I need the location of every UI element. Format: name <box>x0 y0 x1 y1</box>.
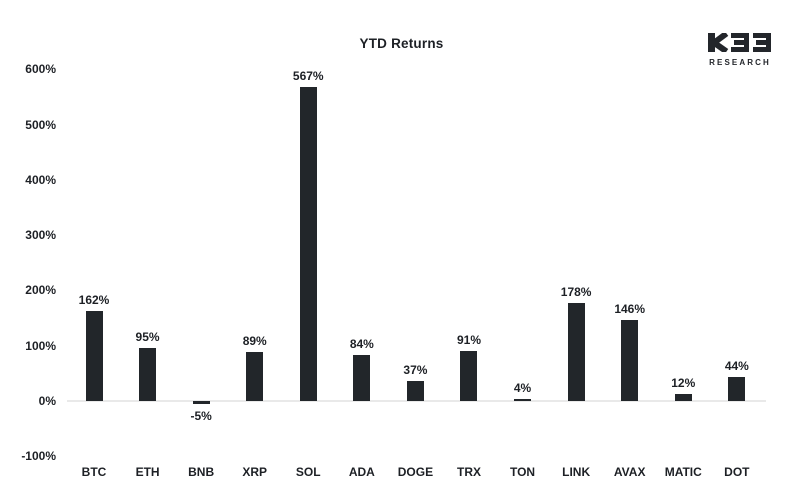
bar-value-label: 44% <box>724 358 749 373</box>
bar-value-label: 162% <box>78 293 110 308</box>
x-axis-label-ton: TON <box>509 465 536 479</box>
bar-value-label: 37% <box>403 362 428 377</box>
bar-value-label: 178% <box>560 284 592 299</box>
x-axis-label-btc: BTC <box>81 465 107 479</box>
bar-xrp <box>246 351 264 401</box>
x-axis-label-avax: AVAX <box>613 465 646 479</box>
k33-research-logo: RESEARCH <box>706 31 774 67</box>
bar-link <box>567 302 585 401</box>
bar-value-label: 12% <box>671 376 696 391</box>
x-axis-label-bnb: BNB <box>188 465 215 479</box>
bar-value-label: 89% <box>242 333 267 348</box>
x-axis-label-doge: DOGE <box>397 465 434 479</box>
y-axis-label: 600% <box>25 62 56 77</box>
y-axis-label: 400% <box>25 172 56 187</box>
bar-value-label: 95% <box>135 330 160 345</box>
x-axis-label-dot: DOT <box>724 465 750 479</box>
bar-doge <box>406 380 424 401</box>
y-axis-label: 0% <box>38 394 56 408</box>
x-axis-label-ada: ADA <box>348 465 375 479</box>
bar-value-label: 4% <box>513 380 532 395</box>
logo-research-label: RESEARCH <box>709 58 771 67</box>
bar-matic <box>674 394 692 401</box>
bar-ada <box>353 354 371 401</box>
bar-value-label: 567% <box>292 69 324 84</box>
bar-dot <box>728 376 746 401</box>
x-axis-label-trx: TRX <box>456 465 481 479</box>
x-axis-label-sol: SOL <box>295 465 321 479</box>
y-axis-label: -100% <box>21 449 56 464</box>
x-axis-label-xrp: XRP <box>242 465 268 479</box>
bar-eth <box>139 348 157 401</box>
bar-sol <box>299 87 317 401</box>
bar-value-label: 84% <box>349 336 374 351</box>
bar-btc <box>85 311 103 401</box>
y-axis-label: 100% <box>25 338 56 353</box>
bar-avax <box>621 320 639 401</box>
bar-value-label: 146% <box>614 302 646 317</box>
chart-title: YTD Returns <box>359 36 444 51</box>
y-axis-label: 200% <box>25 283 56 298</box>
k33-logo-icon <box>708 31 771 54</box>
x-axis-label-matic: MATIC <box>664 465 702 479</box>
bar-trx <box>460 350 478 401</box>
y-axis-label: 300% <box>25 228 56 243</box>
bar-value-label: 91% <box>456 332 481 347</box>
y-axis-label: 500% <box>25 117 56 132</box>
x-axis-line <box>67 400 766 402</box>
bar-value-label: -5% <box>190 408 212 423</box>
bar-bnb <box>192 401 210 404</box>
x-axis-label-eth: ETH <box>135 465 160 479</box>
bar-ton <box>514 398 532 401</box>
x-axis-label-link: LINK <box>562 465 591 479</box>
